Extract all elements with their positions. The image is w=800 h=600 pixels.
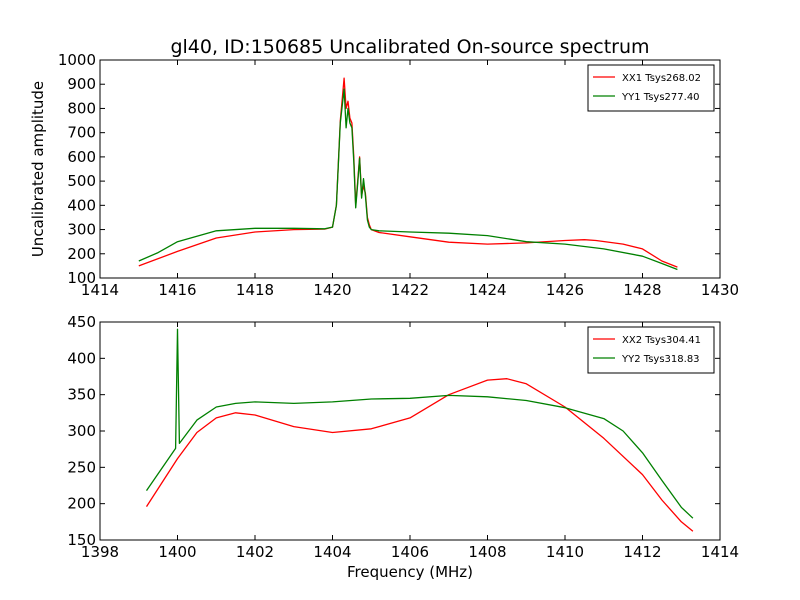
- y-tick-label: 600: [67, 148, 96, 166]
- bottom-plot-panel: 1398 1400 1402 1404 1406 1408 1410 1412 1414 150 2…: [67, 313, 739, 561]
- legend-label: XX2 Tsys304.41: [622, 335, 701, 346]
- y-tick-label: 800: [67, 99, 96, 117]
- y-tick-label: 500: [67, 172, 96, 190]
- x-tick-label: 1424: [468, 281, 506, 299]
- x-tick-label: 1422: [391, 281, 429, 299]
- x-tick-label: 1408: [468, 543, 506, 561]
- legend: XX2 Tsys304.41 YY2 Tsys318.83: [587, 326, 715, 374]
- y-tick-label: 100: [67, 269, 96, 287]
- x-tick-label: 1412: [623, 543, 661, 561]
- top-y-axis-label: Uncalibrated amplitude: [29, 81, 47, 257]
- x-tick-label: 1410: [546, 543, 584, 561]
- legend-label: YY1 Tsys277.40: [621, 92, 700, 103]
- y-tick-label: 200: [67, 245, 96, 263]
- top-plot-panel: 1414 1416 1418 1420 1422 1424 1426 1428 1430 100 2…: [58, 51, 739, 299]
- x-tick-label: 1418: [236, 281, 274, 299]
- x-tick-label: 1398: [81, 543, 119, 561]
- y-tick-label: 400: [67, 349, 96, 367]
- y-tick-label: 350: [67, 386, 96, 404]
- x-tick-label: 1406: [391, 543, 429, 561]
- legend-box: [587, 326, 715, 374]
- legend-label: XX1 Tsys268.02: [622, 73, 701, 84]
- x-tick-label: 1416: [158, 281, 196, 299]
- y-tick-label: 1000: [58, 51, 96, 69]
- x-tick-label: 1400: [158, 543, 196, 561]
- series-line-1-1: [145, 328, 694, 519]
- x-tick-label: 1414: [701, 543, 739, 561]
- legend-label: YY2 Tsys318.83: [621, 354, 700, 365]
- x-tick-label: 1430: [701, 281, 739, 299]
- x-tick-label: 1404: [313, 543, 351, 561]
- x-tick-label: 1420: [313, 281, 351, 299]
- y-tick-label: 250: [67, 458, 96, 476]
- legend: XX1 Tsys268.02 YY1 Tsys277.40: [587, 64, 715, 112]
- x-tick-label: 1414: [81, 281, 119, 299]
- x-tick-label: 1428: [623, 281, 661, 299]
- y-tick-label: 300: [67, 221, 96, 239]
- y-tick-label: 300: [67, 422, 96, 440]
- x-tick-label: 1426: [546, 281, 584, 299]
- y-tick-label: 700: [67, 124, 96, 142]
- bottom-x-axis-label: Frequency (MHz): [347, 563, 473, 581]
- series-line-0-1: [138, 88, 678, 271]
- y-tick-label: 150: [67, 531, 96, 549]
- y-tick-label: 400: [67, 196, 96, 214]
- legend-box: [587, 64, 715, 112]
- chart-title: gl40, ID:150685 Uncalibrated On-source s…: [170, 36, 649, 58]
- series-line-1-0: [145, 378, 694, 532]
- x-tick-label: 1402: [236, 543, 274, 561]
- y-tick-label: 450: [67, 313, 96, 331]
- y-tick-label: 200: [67, 495, 96, 513]
- y-tick-label: 900: [67, 75, 96, 93]
